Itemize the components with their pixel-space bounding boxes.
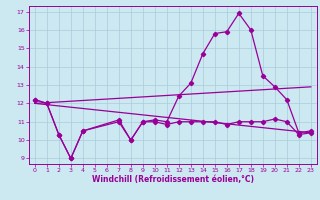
X-axis label: Windchill (Refroidissement éolien,°C): Windchill (Refroidissement éolien,°C) (92, 175, 254, 184)
